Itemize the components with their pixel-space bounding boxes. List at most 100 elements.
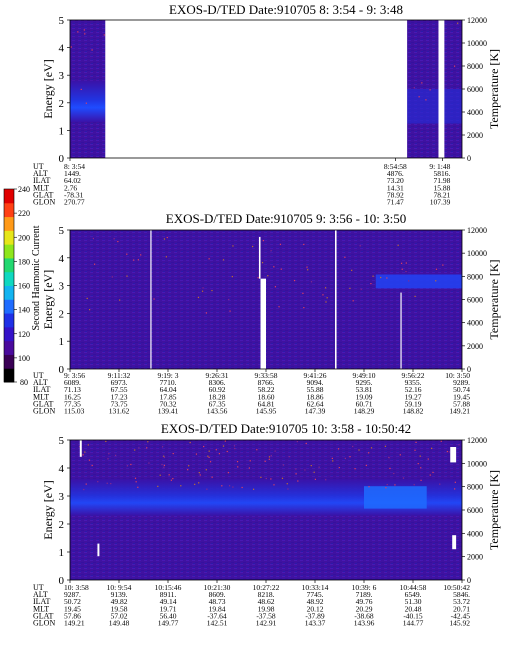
spectrogram-speckle [224, 440, 226, 442]
plot-area [70, 230, 462, 369]
spectrogram-speckle [286, 483, 288, 485]
spectrogram-speckle [198, 472, 200, 474]
spectrogram-speckle [262, 240, 264, 242]
orbit-value: 73.75 [111, 399, 128, 408]
spectrogram-speckle [386, 483, 388, 486]
colorbar-segment [4, 368, 14, 383]
spectrogram-speckle [83, 29, 85, 31]
spectrogram-speckle [147, 441, 149, 443]
orbit-value: 143.37 [305, 619, 326, 628]
y2-tick-label: 0 [467, 576, 471, 585]
colorbar-tick-label: 100 [18, 354, 30, 363]
spectrogram-speckle [165, 256, 167, 258]
spectrogram-speckle [273, 484, 275, 486]
orbit-value: 19.58 [111, 604, 128, 613]
spectrogram-speckle [188, 465, 190, 467]
spectrogram-speckle [157, 485, 159, 487]
spectrogram-speckle [413, 87, 415, 89]
spectrogram-speckle [454, 481, 456, 483]
orbit-value: 53.72 [453, 597, 470, 606]
data-gap [438, 20, 445, 158]
spectrogram-speckle [84, 451, 86, 453]
orbit-value: 67.55 [111, 385, 128, 394]
spectrogram-speckle [372, 275, 374, 277]
orbit-value: 147.39 [305, 407, 326, 416]
data-gap [97, 543, 100, 557]
y-tick-label: 5 [59, 15, 65, 27]
spectrogram-speckle [137, 486, 139, 488]
spectrogram-speckle [126, 275, 128, 277]
spectrogram-speckle [270, 478, 272, 480]
panel-1: EXOS-D/TED Date:910705 8: 3:54 - 9: 3:48… [33, 2, 501, 207]
spectrogram-speckle [295, 473, 297, 475]
spectrogram-speckle [70, 46, 72, 48]
orbit-value: 18.28 [209, 392, 226, 401]
spectrogram-speckle [310, 281, 313, 283]
spectrogram-speckle [172, 478, 174, 480]
orbit-value: 8306. [209, 378, 226, 387]
spectrogram-speckle [365, 464, 367, 467]
spectrogram-speckle [458, 444, 460, 446]
spectrogram-speckle [87, 444, 89, 446]
orbit-value: 64.81 [258, 399, 275, 408]
orbit-value: 78.21 [434, 190, 451, 199]
orbit-row-label: UT [33, 371, 44, 380]
y2-tick-label: 4000 [467, 319, 483, 328]
orbit-value: 60.71 [356, 399, 373, 408]
data-gap [79, 440, 82, 457]
orbit-row-label: GLON [33, 619, 55, 628]
spectrogram-speckle [399, 454, 401, 456]
data-gap [452, 535, 457, 550]
spectrogram-speckle [435, 268, 438, 270]
orbit-value: -37.58 [256, 611, 276, 620]
spectrogram-speckle [388, 457, 390, 459]
spectrogram-speckle [432, 471, 434, 474]
orbit-value: 19.71 [160, 604, 177, 613]
spectrogram-speckle [208, 258, 210, 260]
colorbar-segment [4, 271, 14, 286]
orbit-value: 142.51 [207, 619, 228, 628]
orbit-value: 148.29 [354, 407, 375, 416]
spectrogram-speckle [314, 478, 317, 480]
orbit-value: 14.31 [387, 183, 404, 192]
colorbar-tick-label: 120 [18, 330, 30, 339]
orbit-value: 58.22 [258, 385, 275, 394]
spectrogram-speckle [287, 488, 289, 490]
orbit-value: 77.35 [64, 399, 81, 408]
orbit-value: 5816. [434, 169, 451, 178]
chart-title: EXOS-D/TED Date:910705 8: 3:54 - 9: 3:48 [169, 2, 403, 17]
spectrogram-speckle [91, 464, 93, 467]
spectrogram-speckle [435, 280, 437, 282]
orbit-row-label: ALT [33, 378, 48, 387]
orbit-row-label: UT [33, 162, 44, 171]
spectrogram-speckle [419, 455, 421, 457]
orbit-value: 50.74 [453, 385, 470, 394]
y-tick-label: 4 [59, 463, 65, 475]
spectrogram-speckle [349, 287, 351, 289]
colorbar-label: Second Harmonic Current [31, 225, 42, 330]
spectrogram-speckle [134, 477, 137, 479]
spectrogram-speckle [305, 442, 307, 445]
spectrogram-speckle [264, 460, 266, 462]
spectrogram-speckle [138, 447, 140, 449]
y2-tick-label: 6000 [467, 506, 483, 515]
orbit-value: 19.98 [258, 604, 275, 613]
orbit-value: 9355. [405, 378, 422, 387]
orbit-row-label: ILAT [33, 385, 50, 394]
orbit-value: 16.25 [64, 392, 81, 401]
y2-tick-label: 10000 [467, 249, 487, 258]
orbit-value: 71.13 [64, 385, 81, 394]
spectrogram-speckle [313, 471, 315, 473]
y2-axis-label: Temperature [K] [487, 470, 501, 550]
spectrogram-speckle [198, 482, 200, 484]
orbit-row-label: GLAT [33, 190, 54, 199]
spectrogram-band [70, 80, 106, 123]
spectrogram-speckle [208, 456, 210, 458]
spectrogram-speckle [208, 450, 210, 452]
spectrogram-speckle [408, 280, 410, 282]
orbit-value: 18.60 [258, 392, 275, 401]
y2-tick-label: 2000 [467, 553, 483, 562]
chart-title: EXOS-D/TED Date:910705 10: 3:58 - 10:50:… [161, 421, 411, 436]
orbit-value: 143.96 [354, 619, 375, 628]
